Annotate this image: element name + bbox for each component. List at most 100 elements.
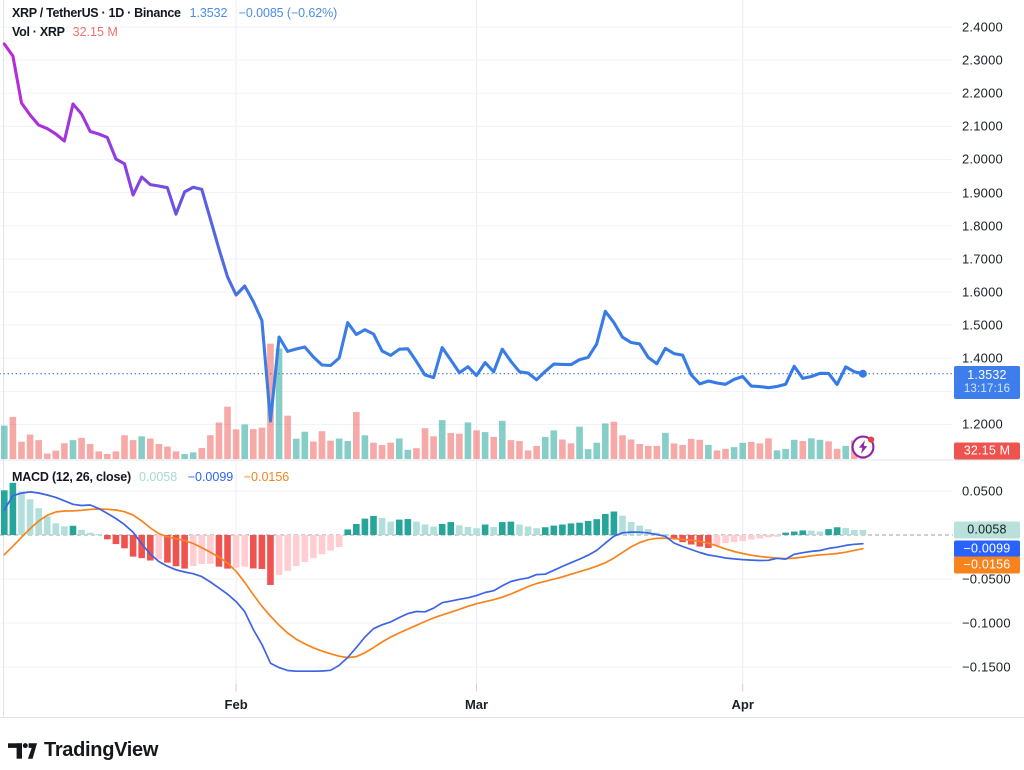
- last-price-badge: 1.3532 13:17:16: [954, 366, 1020, 399]
- volume-bar: [129, 440, 137, 459]
- macd-histogram-bar: [507, 521, 515, 535]
- volume-bar: [670, 443, 678, 459]
- volume-bar: [69, 440, 77, 459]
- volume-bar: [344, 441, 352, 459]
- macd-histogram-bar: [799, 530, 807, 535]
- volume-bar: [842, 445, 850, 459]
- macd-histogram-bar: [636, 525, 643, 535]
- macd-histogram-bar: [516, 524, 523, 535]
- macd-histogram-bar: [602, 513, 609, 535]
- macd-legend[interactable]: MACD (12, 26, close) 0.0058 −0.0099 −0.0…: [12, 470, 296, 484]
- volume-bar: [687, 438, 695, 459]
- macd-histogram-bar: [739, 535, 746, 541]
- macd-histogram-bar: [404, 519, 412, 535]
- macd-histogram-bar: [559, 524, 566, 535]
- volume-bar: [404, 449, 412, 459]
- macd-main-line: [3, 491, 864, 673]
- macd-histogram-bar: [361, 518, 369, 535]
- macd-histogram-bar: [447, 522, 455, 535]
- macd-histogram-bar: [18, 491, 25, 535]
- volume-bar: [747, 441, 755, 459]
- volume-bar: [1, 425, 8, 459]
- last-price-marker: [858, 369, 867, 378]
- last-price: 1.3532: [189, 6, 228, 20]
- volume-bar: [9, 416, 17, 459]
- macd-histogram-bar: [43, 516, 51, 535]
- macd-histogram-bar: [593, 519, 601, 535]
- volume-legend[interactable]: Vol · XRP 32.15 M: [12, 25, 118, 39]
- volume-bar: [370, 442, 377, 459]
- volume-bar: [52, 450, 60, 459]
- macd-values: 0.0058 −0.0099 −0.0156: [139, 470, 296, 484]
- macd-histogram-bar: [189, 535, 197, 566]
- volume-bar: [258, 427, 266, 459]
- volume-bar: [61, 443, 68, 459]
- volume-bar: [146, 438, 154, 459]
- macd-histogram-bar: [146, 535, 154, 561]
- macd-histogram-bar: [713, 535, 721, 546]
- macd-histogram-bar: [705, 535, 712, 549]
- volume-bar: [430, 436, 437, 459]
- volume-bar: [765, 438, 772, 459]
- volume-bar: [155, 443, 163, 459]
- macd-hist-value: 0.0058: [138, 470, 178, 484]
- volume-bar: [335, 438, 343, 459]
- macd-histogram-bar: [241, 535, 249, 567]
- macd-histogram-bar: [722, 535, 729, 544]
- volume-bar: [584, 449, 592, 459]
- tradingview-logo-text: TradingView: [44, 739, 159, 761]
- macd-histogram-bar: [112, 535, 120, 545]
- volume-bar: [653, 445, 661, 459]
- symbol-legend[interactable]: XRP / TetherUS · 1D · Binance 1.3532 −0.…: [12, 6, 337, 20]
- volume-bar: [644, 445, 652, 459]
- instant-trading-button[interactable]: [850, 434, 877, 460]
- volume-bar: [627, 439, 635, 459]
- macd-histogram-bar: [438, 524, 446, 535]
- macd-histogram-bar: [86, 532, 94, 535]
- price-axis-label: 2.2000: [962, 85, 1003, 101]
- macd-histogram-bar: [765, 535, 772, 538]
- macd-histogram-bar: [353, 524, 360, 535]
- macd-axis-label: 0.0500: [962, 483, 1003, 499]
- volume-bar: [18, 441, 25, 459]
- volume-bar: [464, 422, 472, 459]
- macd-histogram-bar: [421, 524, 429, 535]
- macd-histogram-bar: [69, 525, 77, 535]
- volume-bar: [481, 432, 489, 459]
- macd-histogram-bar: [773, 535, 781, 537]
- volume-bar: [86, 443, 94, 459]
- volume-bar: [550, 430, 558, 459]
- macd-axis-label: −0.1500: [962, 659, 1011, 675]
- volume-bar: [164, 446, 171, 459]
- macd-line-value: −0.0099: [187, 470, 234, 484]
- volume-bar: [378, 445, 386, 459]
- volume-bar: [138, 436, 145, 459]
- volume-bar: [541, 436, 549, 459]
- macd-histogram-bar: [310, 535, 317, 559]
- volume-bar: [662, 432, 669, 459]
- volume-bar: [782, 448, 789, 459]
- macd-histogram-bar: [524, 526, 532, 535]
- macd-histogram-bar: [335, 535, 343, 547]
- macd-histogram-bar: [95, 534, 103, 535]
- volume-bar: [730, 447, 738, 459]
- macd-histogram-bar: [138, 535, 145, 559]
- volume-bar: [353, 412, 360, 459]
- macd-histogram-bar: [249, 535, 257, 569]
- volume-bar: [447, 432, 455, 459]
- macd-histogram-bar: [747, 535, 755, 540]
- macd-histogram-bar: [198, 535, 206, 565]
- volume-bar: [215, 422, 223, 459]
- volume-bar: [825, 441, 832, 459]
- volume-bar: [619, 435, 626, 459]
- macd-axis-label: −0.0500: [962, 571, 1011, 587]
- macd-histogram-bar: [619, 515, 626, 535]
- tradingview-logo[interactable]: TradingView: [8, 739, 158, 762]
- volume-bar: [104, 453, 111, 459]
- macd-histogram-bar: [258, 535, 266, 569]
- macd-histogram-bar: [215, 535, 223, 567]
- price-axis-label: 1.5000: [962, 317, 1003, 333]
- macd-line-badge: −0.0099: [954, 540, 1020, 558]
